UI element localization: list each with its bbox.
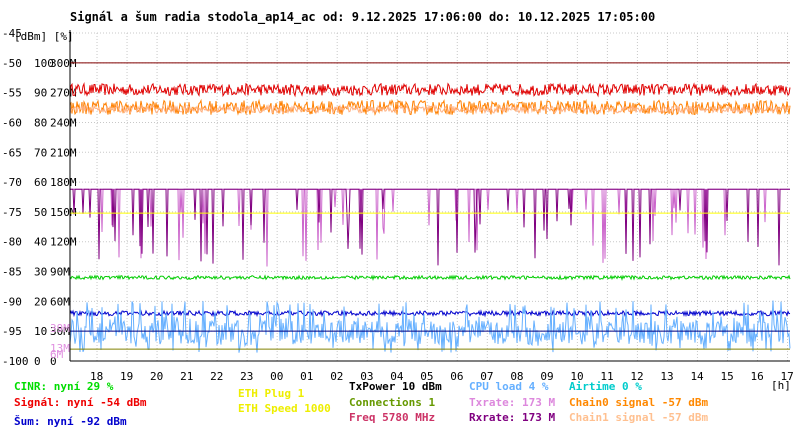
- y-tick-pct: 10: [34, 325, 47, 338]
- y-tick-rate: 180M: [50, 176, 77, 189]
- series-cinr: [69, 274, 791, 281]
- y-tick-dbm: -50: [2, 57, 22, 70]
- x-tick-label: 03: [360, 370, 373, 383]
- x-tick-label: 16: [750, 370, 763, 383]
- legend-noise: Šum: nyní -92 dBm: [14, 415, 127, 428]
- x-tick-label: 06: [450, 370, 463, 383]
- series-noise: [69, 309, 791, 318]
- chart-title: Signál a šum radia stodola_ap14_ac od: 9…: [70, 10, 656, 24]
- y-tick-pct: 30: [34, 266, 47, 279]
- x-tick-label: 08: [510, 370, 523, 383]
- x-tick-label: 10: [570, 370, 583, 383]
- y-tick-rate: 210M: [50, 146, 77, 159]
- legend-cinr: CINR: nyní 29 %: [14, 380, 114, 393]
- legend-eth-speed: ETH Speed 1000: [238, 402, 331, 415]
- y-tick-rate: 90M: [50, 266, 70, 279]
- legend-eth-plug: ETH Plug 1: [238, 387, 305, 400]
- y-units-label: [dBm] [%]: [14, 30, 74, 43]
- legend-connections: Connections 1: [349, 396, 436, 409]
- series-chain1: [69, 103, 791, 115]
- y-tick-rate: 240M: [50, 116, 77, 129]
- y-tick-rate: 60M: [50, 295, 70, 308]
- y-tick-dbm: -80: [2, 236, 22, 249]
- x-tick-label: 00: [270, 370, 283, 383]
- x-tick-label: 07: [480, 370, 493, 383]
- legend-chain1: Chain1 signal -57 dBm: [569, 411, 709, 424]
- x-tick-label: 22: [210, 370, 223, 383]
- legend-txrate: Txrate: 173 M: [469, 396, 556, 409]
- x-tick-label: 20: [150, 370, 163, 383]
- legend-txpower: TxPower 10 dBm: [349, 380, 442, 393]
- y-tick-dbm: -90: [2, 295, 22, 308]
- series-signal: [69, 81, 791, 98]
- x-tick-label: 15: [720, 370, 733, 383]
- y-tick-pct: 70: [34, 146, 47, 159]
- y-tick-dbm: -75: [2, 206, 22, 219]
- y-tick-pct: 20: [34, 295, 47, 308]
- y-tick-dbm: -95: [2, 325, 22, 338]
- y-tick-dbm: -100: [2, 355, 29, 368]
- y-tick-rate: 300M: [50, 57, 77, 70]
- x-tick-label: 19: [120, 370, 133, 383]
- legend-signal: Signál: nyní -54 dBm: [14, 396, 147, 409]
- y-tick-dbm: -45: [2, 27, 22, 40]
- x-tick-label: 23: [240, 370, 253, 383]
- x-tick-label: 17: [781, 370, 794, 383]
- x-tick-label: 12: [630, 370, 643, 383]
- x-unit-label: [h]: [771, 379, 791, 392]
- y-tick-pct: 90: [34, 87, 47, 100]
- legend-chain0: Chain0 signal -57 dBm: [569, 396, 709, 409]
- y-tick-pct: 100: [34, 57, 54, 70]
- x-tick-label: 13: [660, 370, 673, 383]
- x-tick-label: 11: [600, 370, 613, 383]
- y-tick-dbm: -60: [2, 116, 22, 129]
- legend-rxrate: Rxrate: 173 M: [469, 411, 556, 424]
- legend-cpu: CPU load 4 %: [469, 380, 549, 393]
- y-tick-rate: 0: [50, 355, 57, 368]
- legend-freq: Freq 5780 MHz: [349, 411, 436, 424]
- x-tick-label: 05: [420, 370, 433, 383]
- x-tick-label: 04: [390, 370, 404, 383]
- y-tick-rate: 30M: [50, 325, 70, 338]
- y-tick-pct: 0: [34, 355, 41, 368]
- y-tick-rate: 150M: [50, 206, 77, 219]
- x-tick-label: 18: [90, 370, 103, 383]
- x-tick-label: 14: [690, 370, 704, 383]
- y-tick-extra: 39M: [50, 322, 70, 335]
- y-tick-extra: 13M: [50, 342, 70, 355]
- y-tick-pct: 80: [34, 116, 47, 129]
- y-tick-dbm: -70: [2, 176, 22, 189]
- legend-airtime: Airtime 0 %: [569, 380, 642, 393]
- y-tick-extra: 6M: [50, 348, 64, 361]
- y-tick-dbm: -65: [2, 146, 22, 159]
- x-tick-label: 21: [180, 370, 193, 383]
- x-tick-label: 02: [330, 370, 343, 383]
- y-tick-rate: 120M: [50, 236, 77, 249]
- y-tick-pct: 60: [34, 176, 47, 189]
- series-rxrate: [70, 188, 790, 266]
- y-tick-dbm: -85: [2, 266, 22, 279]
- y-tick-dbm: -55: [2, 87, 22, 100]
- y-tick-pct: 40: [34, 236, 47, 249]
- x-tick-label: 01: [300, 370, 313, 383]
- x-tick-label: 09: [540, 370, 553, 383]
- y-tick-pct: 50: [34, 206, 47, 219]
